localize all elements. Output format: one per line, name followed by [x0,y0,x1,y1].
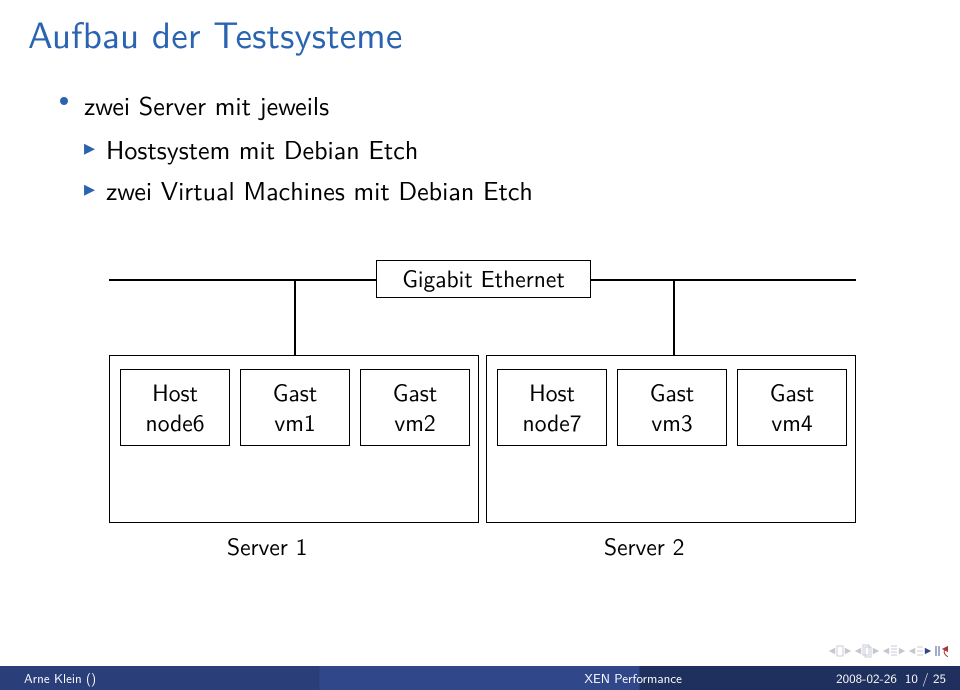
footer-date: 2008-02-26 [836,669,897,688]
vm-box-vm4: Gastvm4 [737,369,847,446]
ethernet-box: Gigabit Ethernet [376,260,591,298]
bus-stub [673,279,675,355]
slide: Aufbau der Testsysteme zwei Server mit j… [0,0,960,690]
vm-box-node6: Hostnode6 [120,369,230,446]
server-label-1: Server 1 [227,529,307,563]
bus-hline [591,279,856,281]
footer: Arne Klein () XEN Performance 2008-02-26… [0,666,960,690]
bullet-list: zwei Server mit jeweils Hostsystem mit D… [60,86,533,212]
network-diagram: Gigabit Ethernet Hostnode6Gastvm1Gastvm2 S… [109,260,856,566]
vm-box-vm1: Gastvm1 [240,369,350,446]
footer-talk-title: XEN Performance [430,669,836,688]
bullet-lvl2-a: Hostsystem mit Debian Etch [60,130,533,168]
bullet-lvl2-b: zwei Virtual Machines mit Debian Etch [60,171,533,209]
footer-page-counter: 10 / 25 [905,669,946,688]
bus-stub [294,279,296,355]
nav-icons [828,642,948,660]
vm-box-node7: Hostnode7 [497,369,607,446]
vm-box-vm3: Gastvm3 [617,369,727,446]
bullet-lvl1: zwei Server mit jeweils [60,86,533,124]
bus-hline [109,279,376,281]
slide-title: Aufbau der Testsysteme [28,6,402,60]
beamer-nav-icons[interactable] [828,642,948,660]
footer-author: Arne Klein () [0,669,430,688]
vm-box-vm2: Gastvm2 [360,369,470,446]
server-label-2: Server 2 [604,529,684,563]
